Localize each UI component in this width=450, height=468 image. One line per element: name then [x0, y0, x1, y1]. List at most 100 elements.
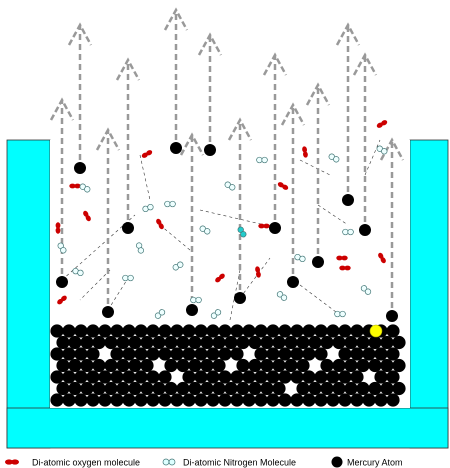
legend-label: Di-atomic oxygen molecule	[32, 457, 140, 467]
mercury-atom	[380, 336, 393, 349]
mercury-atom	[272, 336, 285, 349]
mercury-atom	[50, 393, 63, 406]
mercury-atom	[206, 370, 219, 383]
mercury-atom	[134, 370, 147, 383]
mercury-atom	[128, 382, 141, 395]
mercury-atom	[104, 359, 117, 372]
legend-nitrogen-icon	[169, 459, 175, 465]
mercury-atom	[254, 370, 267, 383]
mercury-atom	[68, 359, 81, 372]
mercury-atom	[356, 336, 369, 349]
mercury-atom	[368, 382, 381, 395]
mercury-atom	[234, 292, 246, 304]
mercury-atom	[314, 393, 327, 406]
mercury-atom	[218, 347, 231, 360]
mercury-atom	[224, 382, 237, 395]
mercury-atom	[56, 382, 69, 395]
legend-label: Mercury Atom	[347, 457, 403, 467]
mercury-atom	[356, 382, 369, 395]
mercury-atom	[80, 336, 93, 349]
mercury-atom	[186, 304, 198, 316]
mercury-atom	[206, 347, 219, 360]
mercury-atom	[158, 324, 171, 337]
mercury-atom	[278, 393, 291, 406]
mercury-atom	[164, 359, 177, 372]
mercury-atom	[140, 336, 153, 349]
diagram: Di-atomic oxygen molecule Di-atomic Nitr…	[0, 0, 450, 468]
mercury-atom	[134, 347, 147, 360]
mercury-atom	[152, 382, 165, 395]
mercury-atom	[344, 336, 357, 349]
mercury-atom	[80, 359, 93, 372]
mercury-atom	[236, 359, 249, 372]
mercury-atom	[332, 359, 345, 372]
mercury-atom	[140, 359, 153, 372]
mercury-atom	[260, 359, 273, 372]
mercury-atom	[326, 370, 339, 383]
mercury-atom	[362, 347, 375, 360]
nitrogen-atom	[262, 157, 268, 163]
mercury-atom	[296, 382, 309, 395]
mercury-atom	[86, 370, 99, 383]
mercury-atom	[62, 324, 75, 337]
nitrogen-atom	[257, 157, 263, 163]
mercury-atom	[368, 336, 381, 349]
mercury-atom	[194, 370, 207, 383]
nitrogen-atom	[191, 297, 197, 303]
mercury-atom	[230, 324, 243, 337]
mercury-atom	[290, 347, 303, 360]
mercury-atom	[290, 393, 303, 406]
mercury-atom	[374, 393, 387, 406]
mercury-atom	[98, 324, 111, 337]
mercury-atom	[206, 324, 219, 337]
mercury-atom	[359, 224, 371, 236]
mercury-atom	[122, 370, 135, 383]
mercury-atom	[92, 382, 105, 395]
mercury-atom	[326, 324, 339, 337]
mercury-atom	[134, 324, 147, 337]
oxygen-atom	[263, 224, 269, 229]
mercury-atom	[392, 359, 405, 372]
legend-label: Di-atomic Nitrogen Molecule	[183, 457, 296, 467]
floor	[7, 408, 448, 448]
mercury-atom	[122, 393, 135, 406]
mercury-atom	[308, 336, 321, 349]
mercury-atom	[302, 393, 315, 406]
mercury-atom	[56, 336, 69, 349]
mercury-atom	[68, 336, 81, 349]
mercury-atom	[122, 222, 134, 234]
mercury-atom	[86, 393, 99, 406]
mercury-atom	[92, 336, 105, 349]
mercury-atom	[356, 359, 369, 372]
mercury-atom	[116, 336, 129, 349]
mercury-atom	[290, 370, 303, 383]
mercury-atom	[170, 393, 183, 406]
mercury-atom	[392, 382, 405, 395]
mercury-atom	[176, 382, 189, 395]
mercury-atom	[176, 336, 189, 349]
mercury-atom	[338, 347, 351, 360]
mercury-atom	[386, 347, 399, 360]
mercury-atom	[62, 347, 75, 360]
mercury-atom	[260, 336, 273, 349]
mercury-atom	[224, 336, 237, 349]
mercury-atom	[386, 393, 399, 406]
mercury-atom	[248, 359, 261, 372]
mercury-atom	[386, 324, 399, 337]
legend-mercury-icon	[332, 457, 343, 468]
mercury-atom	[230, 347, 243, 360]
mercury-atom	[248, 382, 261, 395]
mercury-atom	[332, 336, 345, 349]
mercury-atom	[194, 324, 207, 337]
mercury-atom	[98, 393, 111, 406]
mercury-atom	[158, 347, 171, 360]
mercury-atom	[74, 324, 87, 337]
mercury-atom	[374, 347, 387, 360]
mercury-atom	[182, 393, 195, 406]
nitrogen-atom	[335, 311, 341, 317]
legend: Di-atomic oxygen molecule Di-atomic Nitr…	[5, 457, 403, 468]
mercury-atom	[374, 370, 387, 383]
nitrogen-atom	[343, 229, 349, 235]
mercury-atom	[104, 336, 117, 349]
mercury-atom	[80, 382, 93, 395]
